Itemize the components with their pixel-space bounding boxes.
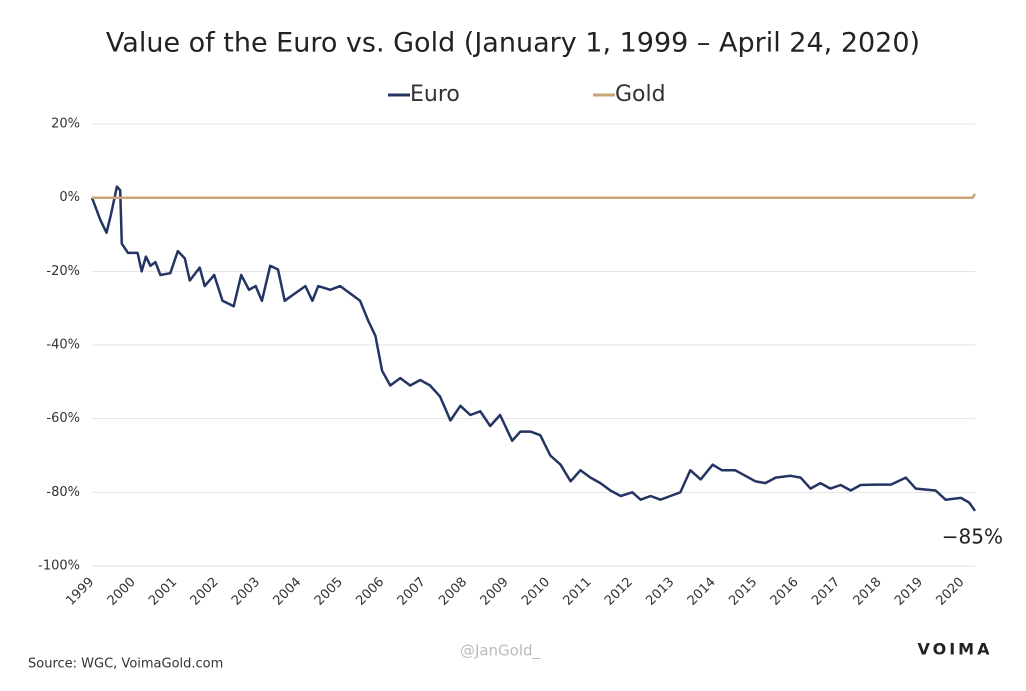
watermark: @JanGold_ — [460, 642, 541, 661]
y-tick-label: 0% — [59, 190, 80, 205]
y-tick-label: -40% — [46, 338, 80, 353]
y-tick-label: -20% — [46, 264, 80, 279]
legend-label: Euro — [410, 82, 460, 107]
y-tick-label: -80% — [46, 485, 80, 500]
annotation: −85% — [942, 524, 1003, 548]
y-tick-label: 20% — [51, 117, 80, 132]
line-0 — [90, 185, 977, 512]
chart-title: Value of the Euro vs. Gold (January 1, 1… — [106, 28, 920, 59]
y-tick-label: -60% — [46, 411, 80, 426]
y-tick-label: -100% — [38, 559, 80, 574]
brand: VOIMA — [918, 640, 993, 659]
source: Source: WGC, VoimaGold.com — [28, 657, 223, 672]
line-1 — [92, 193, 977, 199]
legend-label: Gold — [615, 82, 666, 107]
